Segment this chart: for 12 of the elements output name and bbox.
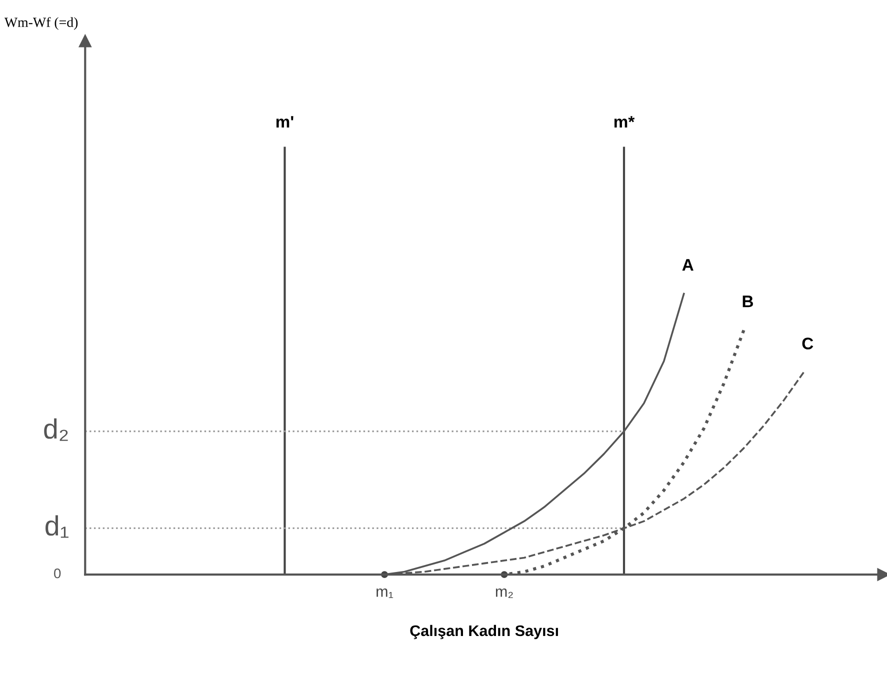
x-tick-label: m*: [614, 116, 635, 128]
x-axis-title: Çalışan Kadın Sayısı: [410, 624, 558, 640]
text: 0: [54, 568, 61, 578]
series-label: C: [802, 338, 814, 350]
text: Wm-Wf (=d): [4, 17, 78, 30]
series-label: B: [742, 296, 753, 308]
ref-line-label: d₂: [44, 418, 68, 441]
x-tick-label: m': [276, 116, 294, 128]
ref-line-label: d₁: [46, 515, 68, 538]
series-label: A: [682, 259, 694, 271]
x-tick-label: m₂: [496, 588, 513, 598]
x-tick-label: m₁: [376, 588, 394, 598]
